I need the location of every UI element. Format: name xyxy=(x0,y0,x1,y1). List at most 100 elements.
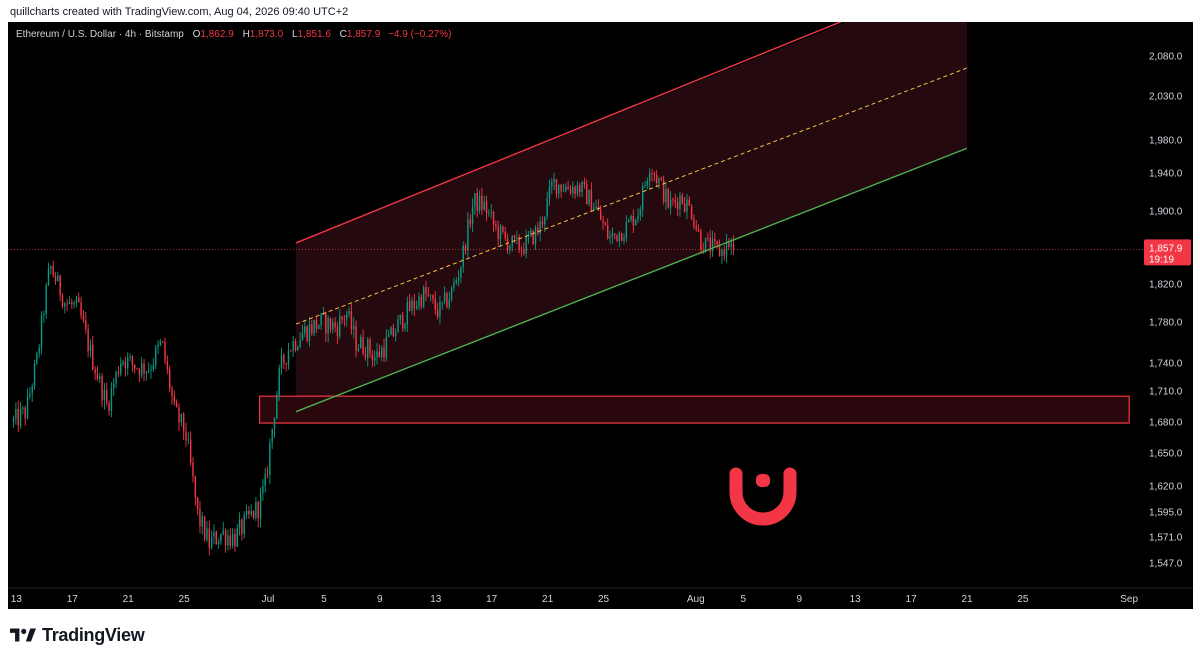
candle-body xyxy=(574,187,576,195)
candle-body xyxy=(40,315,43,348)
price-tick-label: 1,820.0 xyxy=(1149,280,1183,291)
candle-body xyxy=(138,368,141,376)
candle-body xyxy=(178,407,180,423)
close-value: 1,857.9 xyxy=(346,29,381,40)
candle-body xyxy=(418,296,420,306)
candle-body xyxy=(31,386,33,394)
time-tick-label: Sep xyxy=(1120,594,1138,605)
candle-body xyxy=(26,396,29,419)
footer: TradingView xyxy=(10,624,145,646)
candle-body xyxy=(259,492,262,519)
candle-body xyxy=(66,303,68,305)
time-tick-label: 17 xyxy=(67,594,79,605)
candle-body xyxy=(271,428,273,443)
candle-body xyxy=(732,244,735,250)
candle-body xyxy=(220,533,222,542)
candle-body xyxy=(532,230,534,245)
candle-body xyxy=(516,236,518,238)
candle-body xyxy=(653,173,656,175)
candle-body xyxy=(676,202,679,210)
candle-body xyxy=(364,353,367,358)
time-tick-label: 21 xyxy=(123,594,135,605)
candle-body xyxy=(308,324,311,341)
channel-lower-line xyxy=(295,147,968,413)
candle-body xyxy=(467,219,469,251)
candle-body xyxy=(252,510,255,519)
time-tick-label: 17 xyxy=(486,594,498,605)
candle-body xyxy=(194,476,197,498)
candle-body xyxy=(180,413,183,423)
candle-body xyxy=(329,318,332,330)
candle-body xyxy=(217,541,220,545)
candle-body xyxy=(730,242,732,248)
candle-body xyxy=(106,389,108,403)
candle-body xyxy=(565,186,567,192)
candle-body xyxy=(22,407,24,409)
brand-name: TradingView xyxy=(42,624,145,645)
candle-body xyxy=(192,462,194,477)
candle-body xyxy=(24,407,26,419)
candle-body xyxy=(481,196,483,210)
change-value: −4.9 (−0.27%) xyxy=(388,29,452,40)
candle-body xyxy=(502,225,504,232)
price-tick-label: 1,547.0 xyxy=(1149,559,1183,570)
candle-body xyxy=(632,215,635,226)
candle-body xyxy=(36,353,38,364)
candle-body xyxy=(709,238,711,253)
candle-body xyxy=(553,179,555,183)
close-key: C xyxy=(339,29,347,40)
candle-body xyxy=(613,233,616,235)
candle-body xyxy=(64,303,66,307)
candle-body xyxy=(634,219,637,226)
candle-body xyxy=(728,241,730,248)
symbol-legend[interactable]: Ethereum / U.S. Dollar · 4h · Bitstamp O… xyxy=(16,29,451,40)
price-axis[interactable]: 2,080.0 2,030.0 1,980.0 1,940.0 1,900.0 1,820… xyxy=(1144,52,1191,570)
candle-body xyxy=(224,530,227,546)
candle-body xyxy=(82,315,85,321)
candle-body xyxy=(175,401,178,408)
candle-body xyxy=(546,198,548,217)
chart-area[interactable]: 2,080.0 2,030.0 1,980.0 1,940.0 1,900.0 1,820… xyxy=(8,22,1193,609)
candle-body xyxy=(655,174,658,184)
candle-body xyxy=(593,208,595,211)
candle-body xyxy=(548,186,551,199)
candle-body xyxy=(290,350,292,352)
candle-body xyxy=(662,179,665,203)
overlay-layer xyxy=(8,22,1144,413)
candle-body xyxy=(152,364,155,370)
candle-body xyxy=(301,333,304,341)
candle-body xyxy=(606,225,609,239)
candle-body xyxy=(469,219,471,225)
candle-body xyxy=(304,326,306,334)
candle-body xyxy=(276,394,278,419)
candle-body xyxy=(80,302,82,316)
candle-body xyxy=(436,309,439,318)
candle-body xyxy=(299,340,301,348)
candle-body xyxy=(241,519,243,535)
candle-body xyxy=(78,297,80,303)
candle-body xyxy=(313,319,315,334)
low-key: L xyxy=(291,29,298,40)
candle-body xyxy=(339,316,341,337)
candle-body xyxy=(665,189,667,203)
price-chart[interactable]: 2,080.0 2,030.0 1,980.0 1,940.0 1,900.0 1,820… xyxy=(8,22,1193,609)
candle-body xyxy=(644,185,646,187)
candle-body xyxy=(45,285,47,315)
candle-body xyxy=(658,178,660,184)
candle-body xyxy=(250,510,252,515)
high-value: 1,873.0 xyxy=(249,29,284,40)
candle-body xyxy=(173,396,176,402)
candle-body xyxy=(697,229,700,231)
candle-body xyxy=(87,329,89,352)
candle-body xyxy=(68,302,71,305)
time-tick-label: 25 xyxy=(179,594,191,605)
candle-body xyxy=(681,195,683,204)
time-axis[interactable]: 13 17 21 25 Jul 5 9 13 17 21 25 Aug 5 9 13 17 21 25 Sep xyxy=(8,587,1193,605)
candle-body xyxy=(695,226,697,230)
candle-body xyxy=(434,298,437,310)
candle-body xyxy=(269,442,271,476)
candle-body xyxy=(504,231,506,238)
candle-body xyxy=(411,300,413,311)
candle-body xyxy=(145,371,148,374)
candle-body xyxy=(679,195,681,210)
